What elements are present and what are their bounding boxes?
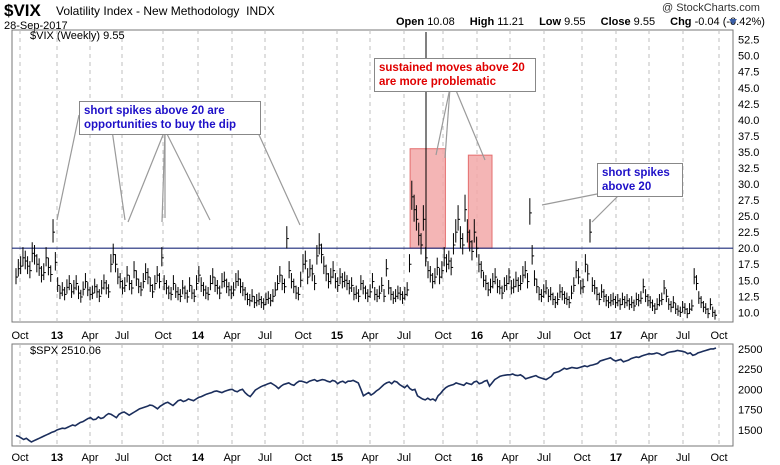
vix-panel-frame [11,29,734,323]
vix-y-tick-label: 10.0 [738,307,759,319]
annotation-short-spikes: short spikes above 20 [597,163,683,197]
spx-y-tick-label: 2500 [738,344,762,356]
spx-x-tick-label: Jul [676,452,690,464]
vix-y-tick-label: 32.5 [738,163,759,175]
vix-x-tick-label: 15 [331,330,343,342]
spx-y-tick-label: 2250 [738,364,762,376]
vix-y-tick-label: 40.0 [738,115,759,127]
spx-x-tick-label: Apr [501,452,518,464]
vix-x-tick-label: Oct [710,330,727,342]
spx-x-tick-label: Apr [361,452,378,464]
vix-y-tick-label: 35.0 [738,147,759,159]
vix-x-tick-label: 17 [610,330,622,342]
spx-x-tick-label: Jul [397,452,411,464]
annotation-leader [541,193,598,206]
vix-legend: $VIX (Weekly) 9.55 [30,30,125,42]
spx-y-tick-label: 2000 [738,384,762,396]
vix-x-tick-label: Jul [676,330,690,342]
dropdown-caret-icon[interactable] [729,19,737,25]
spx-x-tick-label: Oct [294,452,311,464]
high-value: 11.21 [497,16,525,28]
spx-x-tick-label: Oct [154,452,171,464]
spx-x-tick-label: Oct [434,452,451,464]
vix-x-tick-label: Apr [81,330,98,342]
vix-x-tick-label: Apr [640,330,657,342]
annotation-leader [56,114,80,221]
spx-legend: $SPX 2510.06 [30,345,101,357]
vix-y-tick-label: 22.5 [738,227,759,239]
spx-x-tick-label: 14 [192,452,205,464]
annotation-leader [454,87,486,161]
annotation-buy-the-dip: short spikes above 20 are opportunities … [79,101,261,135]
spx-x-tick-label: Oct [573,452,590,464]
spx-panel-frame [11,343,734,447]
spx-y-tick-label: 1500 [738,425,762,437]
vix-x-tick-label: 14 [192,330,205,342]
copyright: @ StockCharts.com [662,2,760,14]
vix-x-tick-label: 13 [51,330,63,342]
spx-x-tick-label: Jul [258,452,272,464]
annotation-leader [111,129,126,221]
annotation-sustained-moves: sustained moves above 20 are more proble… [374,58,536,92]
vix-x-tick-label: Apr [501,330,518,342]
spx-line [15,347,717,443]
spx-y-tick-label: 1750 [738,405,762,417]
vix-x-tick-label: Apr [361,330,378,342]
vix-x-tick-label: Jul [537,330,551,342]
annotation-leader [591,193,621,223]
vix-x-tick-label: Oct [154,330,171,342]
vix-x-tick-label: Jul [115,330,129,342]
spx-x-tick-label: 15 [331,452,343,464]
highlight-box [467,154,493,249]
vix-y-tick-label: 12.5 [738,291,759,303]
open-value: 10.08 [427,16,455,28]
vix-x-tick-label: Oct [434,330,451,342]
vix-y-tick-label: 50.0 [738,51,759,63]
spx-x-tick-label: Apr [640,452,657,464]
ohlc-readout: Open 10.08 High 11.21 Low 9.55 Close 9.5… [396,16,765,28]
vix-x-tick-label: Oct [11,330,28,342]
spx-x-tick-label: Apr [81,452,98,464]
index-name: Volatility Index - New Methodology INDX [56,4,275,18]
symbol-title: $VIX [4,1,41,20]
chart-date: 28-Sep-2017 [4,20,68,32]
annotation-leader [127,129,166,223]
spx-x-tick-label: Oct [710,452,727,464]
vix-x-tick-label: Jul [397,330,411,342]
annotation-leader [164,129,211,221]
low-value: 9.55 [564,16,586,28]
highlight-box [409,148,446,249]
spx-x-tick-label: 17 [610,452,622,464]
vix-x-tick-label: Apr [223,330,240,342]
vix-x-tick-label: 16 [471,330,483,342]
exchange-label: INDX [246,4,275,18]
vix-y-tick-label: 20.0 [738,243,759,255]
spx-x-tick-label: Oct [11,452,28,464]
vix-y-tick-label: 15.0 [738,275,759,287]
vix-y-tick-label: 27.5 [738,195,759,207]
vix-y-tick-label: 45.0 [738,83,759,95]
spx-x-tick-label: Apr [223,452,240,464]
spx-x-tick-label: 13 [51,452,63,464]
vix-y-tick-label: 37.5 [738,131,759,143]
vix-y-tick-label: 52.5 [738,35,759,47]
annotation-leader [444,87,451,159]
vix-y-tick-label: 47.5 [738,67,759,79]
spx-x-tick-label: Jul [115,452,129,464]
vix-y-tick-label: 25.0 [738,211,759,223]
spx-x-tick-label: Jul [537,452,551,464]
spx-x-tick-label: 16 [471,452,483,464]
close-value: 9.55 [633,16,656,28]
vix-x-tick-label: Oct [294,330,311,342]
vix-y-tick-label: 42.5 [738,99,759,111]
vix-x-tick-label: Jul [258,330,272,342]
annotation-leader [435,87,451,156]
vix-y-tick-label: 30.0 [738,179,759,191]
vix-x-tick-label: Oct [573,330,590,342]
vix-y-tick-label: 17.5 [738,259,759,271]
